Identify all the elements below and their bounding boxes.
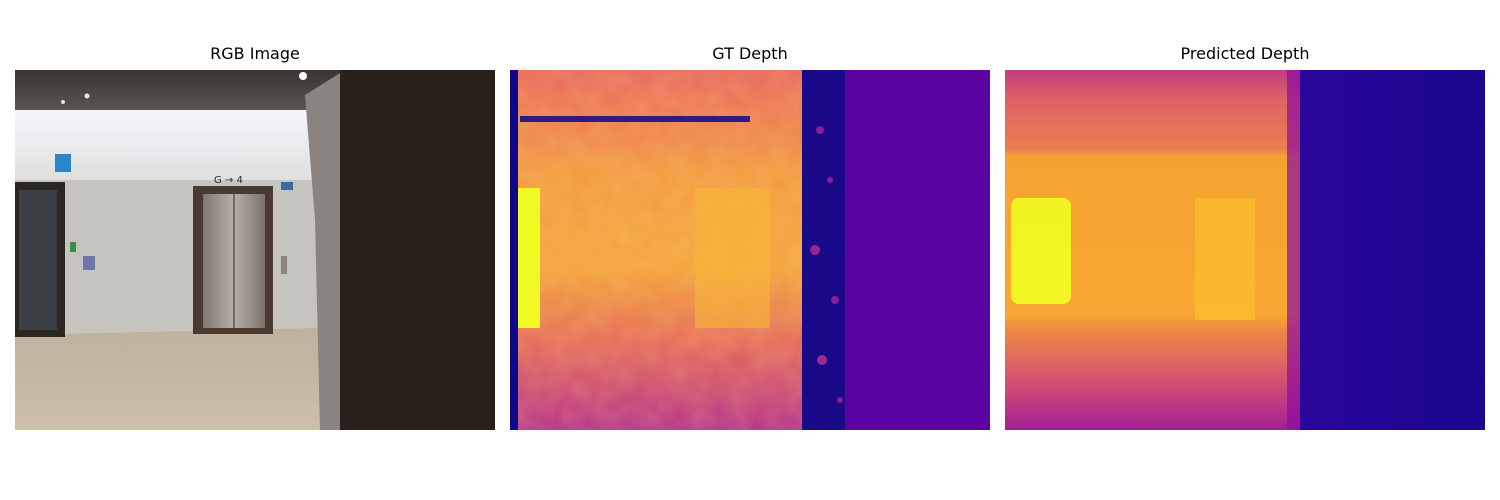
door-region xyxy=(695,188,770,328)
gt-depth-title: GT Depth xyxy=(712,44,788,63)
door-region xyxy=(1195,198,1255,320)
ceiling-light xyxy=(299,72,307,80)
invalid-boundary xyxy=(802,70,850,430)
predicted-depth-map xyxy=(1005,70,1485,430)
floor-indicator: G → 4 xyxy=(214,175,243,186)
ceiling-light xyxy=(61,100,65,104)
ceiling-light xyxy=(84,93,90,99)
elevator-call-button xyxy=(281,256,287,274)
rgb-photo: G → 4 xyxy=(15,70,495,430)
predicted-depth-title: Predicted Depth xyxy=(1180,44,1310,63)
floor-display xyxy=(281,182,293,190)
concrete-wall xyxy=(15,180,345,335)
predicted-depth-image xyxy=(1005,70,1485,430)
rgb-image-title: RGB Image xyxy=(210,44,300,63)
light-band xyxy=(15,110,345,190)
near-region xyxy=(516,188,540,328)
info-sign xyxy=(55,154,71,172)
gt-depth-map xyxy=(510,70,990,430)
far-wall-region xyxy=(845,70,990,430)
pillar-edge xyxy=(305,70,345,430)
rgb-image: G → 4 xyxy=(15,70,495,430)
call-button-panel xyxy=(70,242,76,252)
near-region xyxy=(1011,198,1071,304)
left-glass-door xyxy=(19,190,57,330)
notice-sign xyxy=(83,256,95,270)
far-wall-region xyxy=(1300,70,1485,430)
floor xyxy=(15,328,345,430)
invalid-band xyxy=(520,116,750,122)
gt-depth-image xyxy=(510,70,990,430)
invalid-left-edge xyxy=(510,70,518,430)
dark-wall-panel xyxy=(340,70,495,430)
